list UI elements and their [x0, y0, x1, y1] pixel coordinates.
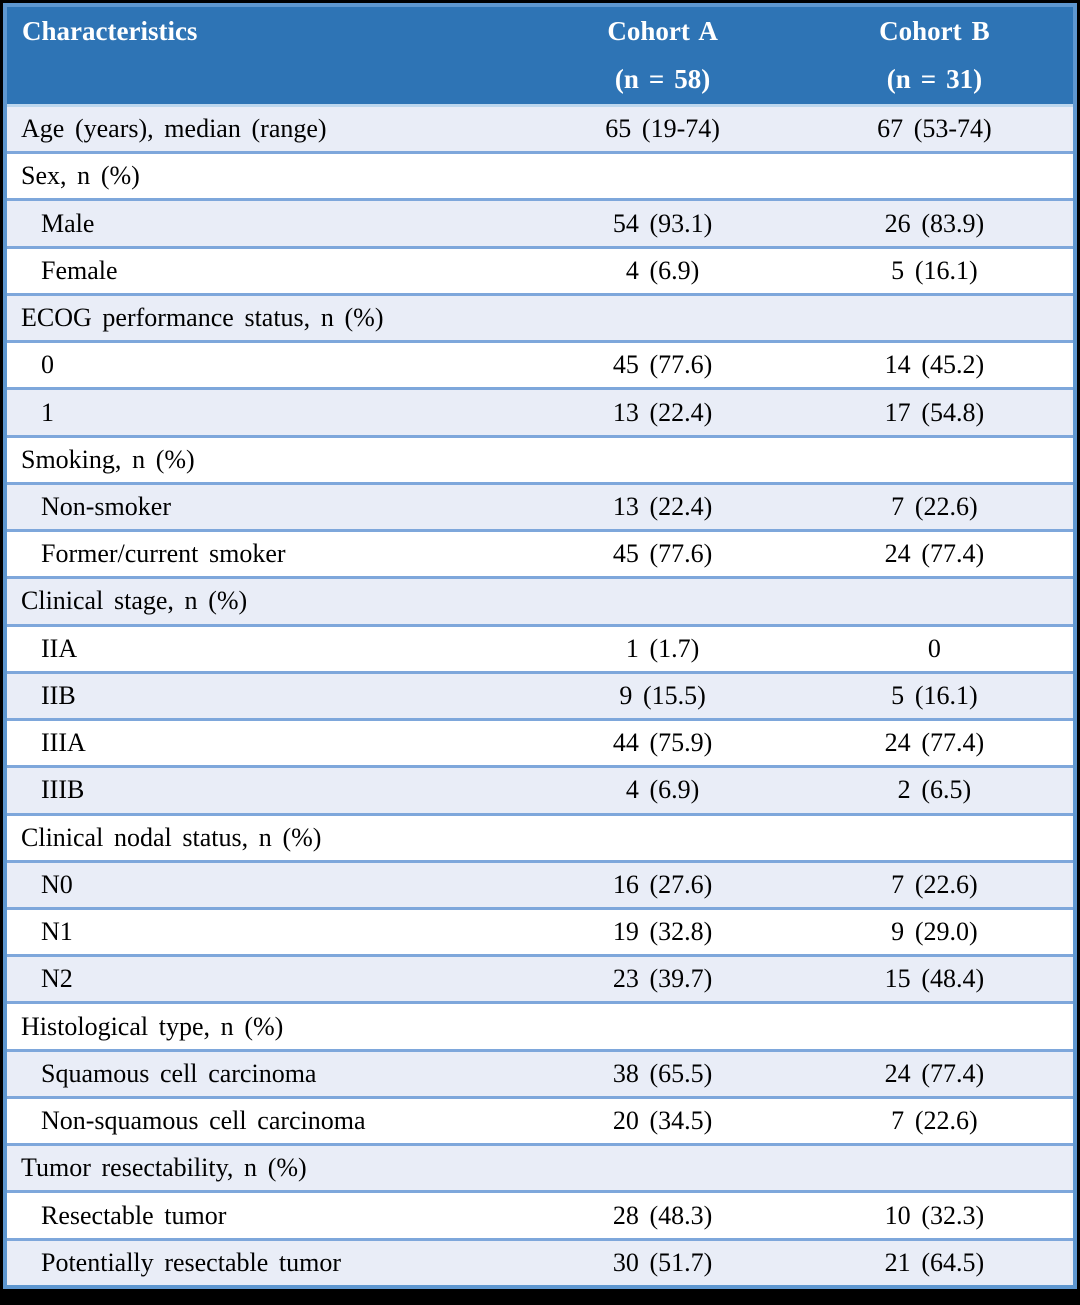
row-sublabel-cell: IIB	[41, 680, 76, 710]
cohort-b-value-cell: 24 (77.4)	[884, 539, 985, 569]
table-row: N2 23 (39.7) 15 (48.4)	[7, 954, 1073, 1002]
table-row: Histological type, n (%)	[7, 1001, 1073, 1049]
table-row: IIIA 44 (75.9) 24 (77.4)	[7, 718, 1073, 766]
row-label-cell: Smoking, n (%)	[21, 444, 195, 474]
cohort-b-value-cell: 2 (6.5)	[897, 775, 972, 805]
table-row: IIB 9 (15.5) 5 (16.1)	[7, 670, 1073, 719]
table-row: Non-smoker 13 (22.4) 7 (22.6)	[7, 481, 1073, 530]
column-header-characteristics: Characteristics	[22, 15, 198, 46]
cohort-a-value-cell: 44 (75.9)	[612, 728, 713, 758]
table-row: 0 45 (77.6) 14 (45.2)	[7, 340, 1073, 388]
table-row: 1 13 (22.4) 17 (54.8)	[7, 387, 1073, 435]
table-row: Clinical stage, n (%)	[7, 576, 1073, 624]
row-sublabel-cell: 1	[41, 397, 54, 427]
row-label-cell: Tumor resectability, n (%)	[21, 1153, 307, 1183]
cohort-a-value-cell: 38 (65.5)	[612, 1058, 713, 1088]
cohort-b-value-cell: 26 (83.9)	[884, 208, 985, 238]
characteristics-table: Characteristics Cohort A (n = 58) Cohort…	[3, 3, 1077, 1289]
cohort-b-value-cell: 7 (22.6)	[891, 869, 978, 899]
header-cell-cohort-b: Cohort B (n = 31)	[796, 7, 1073, 104]
table-row: N1 19 (32.8) 9 (29.0)	[7, 906, 1073, 955]
cohort-a-value-cell: 65 (19-74)	[605, 114, 720, 144]
cohort-b-value-cell: 17 (54.8)	[884, 397, 985, 427]
cohort-b-value-cell: 5 (16.1)	[891, 680, 978, 710]
cohort-a-value-cell: 4 (6.9)	[625, 775, 700, 805]
row-sublabel-cell: Female	[41, 255, 118, 285]
row-sublabel-cell: IIA	[41, 633, 78, 663]
header-spacer	[7, 55, 529, 103]
table-row: Resectable tumor 28 (48.3) 10 (32.3)	[7, 1190, 1073, 1238]
row-sublabel-cell: Squamous cell carcinoma	[41, 1058, 317, 1088]
row-sublabel-cell: Potentially resectable tumor	[41, 1247, 342, 1277]
column-header-cohort-a-name: Cohort A	[607, 15, 718, 46]
row-sublabel-cell: N0	[41, 869, 73, 899]
cohort-a-value-cell: 13 (22.4)	[612, 397, 713, 427]
row-sublabel-cell: Non-squamous cell carcinoma	[41, 1106, 366, 1136]
table-row: Squamous cell carcinoma 38 (65.5) 24 (77.4…	[7, 1048, 1073, 1096]
table-row: Tumor resectability, n (%)	[7, 1143, 1073, 1191]
column-header-cohort-b-n: (n = 31)	[886, 63, 983, 94]
table-header: Characteristics Cohort A (n = 58) Cohort…	[7, 7, 1073, 107]
cohort-a-value-cell: 23 (39.7)	[612, 964, 713, 994]
row-label-cell: ECOG performance status, n (%)	[21, 303, 384, 333]
table-row: Female 4 (6.9) 5 (16.1)	[7, 245, 1073, 293]
cohort-a-value-cell: 20 (34.5)	[612, 1106, 713, 1136]
header-cell-cohort-a: Cohort A (n = 58)	[529, 7, 796, 104]
cohort-a-value-cell: 1 (1.7)	[625, 633, 700, 663]
cohort-b-value-cell: 24 (77.4)	[884, 728, 985, 758]
row-sublabel-cell: IIIA	[41, 728, 86, 758]
cohort-b-value-cell: 67 (53-74)	[877, 114, 992, 144]
row-sublabel-cell: 0	[41, 350, 54, 380]
row-label-cell: Histological type, n (%)	[21, 1011, 284, 1041]
cohort-b-value-cell: 15 (48.4)	[884, 964, 985, 994]
cohort-a-value-cell: 13 (22.4)	[612, 491, 713, 521]
row-label-cell: Clinical nodal status, n (%)	[21, 822, 322, 852]
row-label-cell: Age (years), median (range)	[21, 114, 327, 144]
cohort-a-value-cell: 45 (77.6)	[612, 350, 713, 380]
table-row: Age (years), median (range) 65 (19-74) 67 …	[7, 107, 1073, 152]
table-row: IIIB 4 (6.9) 2 (6.5)	[7, 765, 1073, 813]
cohort-b-value-cell: 9 (29.0)	[891, 917, 978, 947]
cohort-b-value-cell: 7 (22.6)	[891, 491, 978, 521]
cohort-a-value-cell: 28 (48.3)	[612, 1200, 713, 1230]
cohort-b-value-cell: 21 (64.5)	[884, 1247, 985, 1277]
table-row: N0 16 (27.6) 7 (22.6)	[7, 859, 1073, 907]
table-row: Former/current smoker 45 (77.6) 24 (77.4)	[7, 529, 1073, 577]
row-sublabel-cell: Non-smoker	[41, 491, 171, 521]
table-row: Sex, n (%)	[7, 151, 1073, 199]
row-sublabel-cell: Former/current smoker	[41, 539, 286, 569]
row-sublabel-cell: Resectable tumor	[41, 1200, 227, 1230]
cohort-b-value-cell: 7 (22.6)	[891, 1106, 978, 1136]
cohort-b-value-cell: 14 (45.2)	[884, 350, 985, 380]
table-row: Smoking, n (%)	[7, 434, 1073, 482]
row-sublabel-cell: IIIB	[41, 775, 85, 805]
cohort-b-value-cell: 0	[927, 633, 941, 663]
table-row: Non-squamous cell carcinoma 20 (34.5) 7 (2…	[7, 1095, 1073, 1144]
table-row: IIA 1 (1.7) 0	[7, 623, 1073, 671]
cohort-b-value-cell: 5 (16.1)	[891, 255, 978, 285]
table-body: Age (years), median (range) 65 (19-74) 67 …	[7, 107, 1073, 1285]
row-sublabel-cell: N1	[41, 917, 73, 947]
row-label-cell: Sex, n (%)	[21, 161, 140, 191]
cohort-a-value-cell: 9 (15.5)	[619, 680, 706, 710]
table-row: Potentially resectable tumor 30 (51.7) 21 …	[7, 1237, 1073, 1285]
cohort-a-value-cell: 4 (6.9)	[625, 255, 700, 285]
cohort-a-value-cell: 54 (93.1)	[612, 208, 713, 238]
table-row: Male 54 (93.1) 26 (83.9)	[7, 198, 1073, 246]
table: Characteristics Cohort A (n = 58) Cohort…	[7, 7, 1073, 1285]
table-row: ECOG performance status, n (%)	[7, 292, 1073, 341]
cohort-b-value-cell: 24 (77.4)	[884, 1058, 985, 1088]
cohort-a-value-cell: 30 (51.7)	[612, 1247, 713, 1277]
cohort-b-value-cell: 10 (32.3)	[884, 1200, 985, 1230]
cohort-a-value-cell: 45 (77.6)	[612, 539, 713, 569]
column-header-cohort-a-n: (n = 58)	[614, 63, 711, 94]
row-label-cell: Clinical stage, n (%)	[21, 586, 248, 616]
cohort-a-value-cell: 16 (27.6)	[612, 869, 713, 899]
header-cell-characteristics: Characteristics	[7, 7, 529, 104]
row-sublabel-cell: Male	[41, 208, 95, 238]
cohort-a-value-cell: 19 (32.8)	[612, 917, 713, 947]
column-header-cohort-b-name: Cohort B	[879, 15, 990, 46]
row-sublabel-cell: N2	[41, 964, 73, 994]
table-row: Clinical nodal status, n (%)	[7, 812, 1073, 860]
